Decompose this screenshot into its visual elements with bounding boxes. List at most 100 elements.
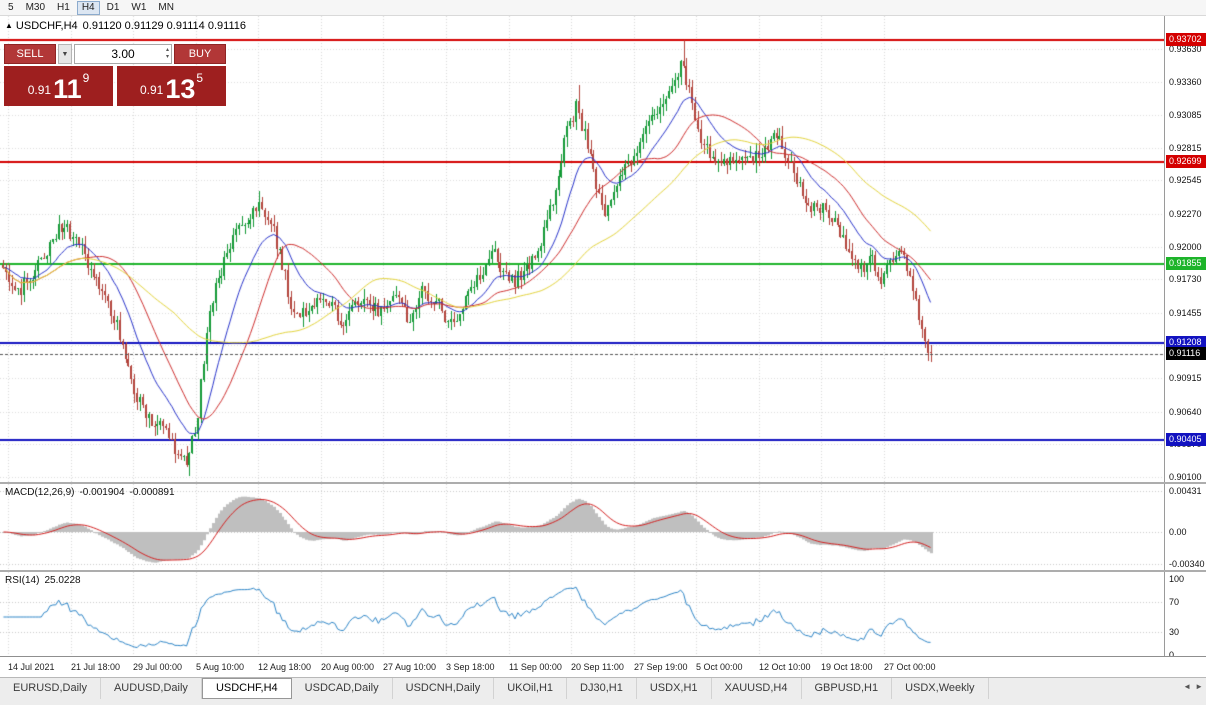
time-axis-label: 19 Oct 18:00 xyxy=(821,662,873,672)
chart-symbol-timeframe: USDCHF,H4 xyxy=(15,20,78,32)
rsi-name: RSI(14) xyxy=(5,575,40,586)
chart-tab-eurusd-daily[interactable]: EURUSD,Daily xyxy=(0,678,101,699)
chart-tab-dj30-h1[interactable]: DJ30,H1 xyxy=(567,678,637,699)
time-axis-label: 27 Aug 10:00 xyxy=(383,662,437,672)
time-axis-label: 3 Sep 18:00 xyxy=(446,662,495,672)
macd-axis-label: 0.00 xyxy=(1169,527,1187,537)
chart-tab-usdcnh-daily[interactable]: USDCNH,Daily xyxy=(393,678,495,699)
timeframe-button-h1[interactable]: H1 xyxy=(52,1,75,15)
price-axis-label: 0.90100 xyxy=(1169,472,1202,482)
one-click-trading-panel: SELL ▼ 3.00 ▴ ▾ BUY 0.91 11 9 0.91 13 5 xyxy=(4,44,226,106)
price-axis-label: 0.92815 xyxy=(1169,143,1202,153)
buy-price-fraction: 5 xyxy=(196,71,204,85)
chevron-down-icon: ▼ xyxy=(61,50,69,58)
time-axis-label: 20 Aug 00:00 xyxy=(321,662,375,672)
pane-separator[interactable] xyxy=(0,482,1206,484)
macd-value-signal: -0.000891 xyxy=(129,487,175,498)
rsi-indicator-canvas[interactable] xyxy=(0,572,1164,656)
buy-price-figure: 0.91 xyxy=(139,83,164,97)
pane-separator[interactable] xyxy=(0,570,1206,572)
time-axis-label: 27 Oct 00:00 xyxy=(884,662,936,672)
chart-tab-ukoil-h1[interactable]: UKOil,H1 xyxy=(494,678,568,699)
sell-price-figure: 0.91 xyxy=(27,83,52,97)
macd-label: MACD(12,26,9) -0.001904 -0.000891 xyxy=(5,487,180,498)
sell-price-display[interactable]: 0.91 11 9 xyxy=(4,66,113,106)
collapse-icon[interactable]: ▲ xyxy=(5,21,13,30)
spin-down-icon[interactable]: ▾ xyxy=(165,54,169,60)
chart-tab-usdx-weekly[interactable]: USDX,Weekly xyxy=(892,678,989,699)
timeframe-button-mn[interactable]: MN xyxy=(153,1,179,15)
sell-button[interactable]: SELL xyxy=(4,44,56,64)
buy-price-display[interactable]: 0.91 13 5 xyxy=(117,66,226,106)
time-axis-label: 27 Sep 19:00 xyxy=(634,662,688,672)
timeframe-button-h4[interactable]: H4 xyxy=(76,0,100,15)
chart-tab-gbpusd-h1[interactable]: GBPUSD,H1 xyxy=(802,678,893,699)
price-badge-0.91116: 0.91116 xyxy=(1166,347,1206,360)
buy-price-pips: 13 xyxy=(165,74,196,104)
rsi-label: RSI(14) 25.0228 xyxy=(5,575,86,586)
lot-size-input[interactable]: 3.00 ▴ ▾ xyxy=(74,44,172,64)
price-badge-0.92699: 0.92699 xyxy=(1166,155,1206,168)
spin-up-icon[interactable]: ▴ xyxy=(165,47,169,53)
macd-pane: MACD(12,26,9) -0.001904 -0.000891 xyxy=(0,484,1164,570)
price-axis-label: 0.92270 xyxy=(1169,209,1202,219)
time-axis[interactable]: 14 Jul 2021 21 Jul 18:00 29 Jul 00:00 5 Aug… xyxy=(0,657,1206,677)
price-axis-label: 0.91730 xyxy=(1169,274,1202,284)
time-axis-label: 12 Oct 10:00 xyxy=(759,662,811,672)
macd-indicator-canvas[interactable] xyxy=(0,484,1164,570)
chart-title: ▲ USDCHF,H4 0.91120 0.91129 0.91114 0.9111… xyxy=(5,20,246,32)
sell-price-fraction: 9 xyxy=(82,71,90,85)
timeframe-toolbar: 5 M30 H1 H4 D1 W1 MN xyxy=(0,0,1206,16)
timeframe-button-m30[interactable]: M30 xyxy=(21,1,50,15)
buy-button[interactable]: BUY xyxy=(174,44,226,64)
timeframe-button-5[interactable]: 5 xyxy=(3,1,19,15)
price-axis-label: 0.90640 xyxy=(1169,407,1202,417)
time-axis-label: 5 Oct 00:00 xyxy=(696,662,743,672)
workspace-tab-bar: EURUSD,Daily AUDUSD,Daily USDCHF,H4 USDCAD,… xyxy=(0,677,1206,705)
price-axis-label: 0.92545 xyxy=(1169,175,1202,185)
rsi-pane: RSI(14) 25.0228 xyxy=(0,572,1164,656)
time-axis-label: 11 Sep 00:00 xyxy=(509,662,562,672)
tab-scroll-left-icon[interactable]: ◄ xyxy=(1183,682,1192,691)
chart-tab-usdcad-daily[interactable]: USDCAD,Daily xyxy=(292,678,393,699)
macd-axis-label: -0.00340 xyxy=(1169,559,1205,569)
price-badge-0.91208: 0.91208 xyxy=(1166,336,1206,349)
macd-name: MACD(12,26,9) xyxy=(5,487,75,498)
pane-separator xyxy=(0,656,1206,657)
price-axis-label: 0.92000 xyxy=(1169,242,1202,252)
price-axis[interactable]: 0.93630 0.93360 0.93085 0.92815 0.92545 0.922… xyxy=(1164,16,1206,660)
tab-scroll-right-icon[interactable]: ► xyxy=(1195,682,1203,691)
time-axis-label: 5 Aug 10:00 xyxy=(196,662,245,672)
price-badge-0.91855: 0.91855 xyxy=(1166,257,1206,270)
price-axis-label: 0.93085 xyxy=(1169,110,1202,120)
rsi-axis-label: 70 xyxy=(1169,597,1180,607)
tab-scroll-buttons: ◄ ► xyxy=(1183,682,1203,691)
lot-size-value: 3.00 xyxy=(111,47,135,61)
price-axis-label: 0.90915 xyxy=(1169,373,1202,383)
price-axis-label: 0.93630 xyxy=(1169,44,1202,54)
time-axis-label: 29 Jul 00:00 xyxy=(133,662,183,672)
chart-tab-xauusd-h4[interactable]: XAUUSD,H4 xyxy=(712,678,802,699)
rsi-axis-label: 100 xyxy=(1169,574,1185,584)
sell-price-pips: 11 xyxy=(53,74,82,104)
timeframe-button-w1[interactable]: W1 xyxy=(126,1,151,15)
price-axis-label: 0.93360 xyxy=(1169,77,1202,87)
lot-size-stepper[interactable]: ▴ ▾ xyxy=(166,46,169,62)
price-badge-0.90405: 0.90405 xyxy=(1166,433,1206,446)
rsi-value: 25.0228 xyxy=(44,575,81,586)
chart-tab-usdx-h1[interactable]: USDX,H1 xyxy=(637,678,712,699)
macd-axis-label: 0.00431 xyxy=(1169,486,1202,496)
main-chart-pane: ▲ USDCHF,H4 0.91120 0.91129 0.91114 0.9111… xyxy=(0,16,1164,482)
lot-dropdown-button[interactable]: ▼ xyxy=(58,44,72,64)
rsi-axis-label: 0 xyxy=(1169,650,1175,660)
price-axis-label: 0.91455 xyxy=(1169,308,1202,318)
chart-ohlc-values: 0.91120 0.91129 0.91114 0.91116 xyxy=(82,20,246,32)
time-axis-label: 12 Aug 18:00 xyxy=(258,662,312,672)
timeframe-button-d1[interactable]: D1 xyxy=(102,1,125,15)
chart-tab-audusd-daily[interactable]: AUDUSD,Daily xyxy=(101,678,202,699)
chart-tab-usdchf-h4[interactable]: USDCHF,H4 xyxy=(201,678,292,699)
time-axis-label: 20 Sep 11:00 xyxy=(571,662,624,672)
time-axis-label: 14 Jul 2021 xyxy=(8,662,55,672)
macd-value-main: -0.001904 xyxy=(79,487,125,498)
